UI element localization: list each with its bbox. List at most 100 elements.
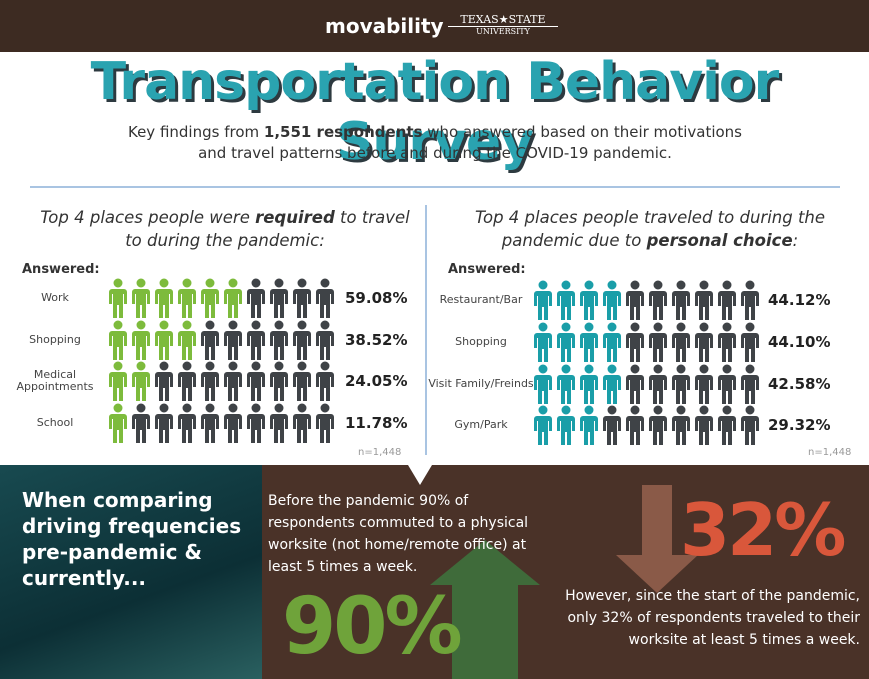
person-icon [178, 362, 196, 402]
row-label: Work [14, 286, 96, 310]
person-icon [718, 365, 736, 405]
row-label: School [14, 411, 96, 435]
person-icon [741, 365, 759, 405]
person-icon [109, 362, 127, 402]
person-icon [270, 279, 288, 319]
person-icon [316, 279, 334, 319]
person-icon [155, 279, 173, 319]
person-icon [293, 404, 311, 444]
row-label: Visit Family/Freinds [428, 372, 534, 396]
person-icon [672, 323, 690, 363]
person-icon [672, 281, 690, 321]
person-icon [293, 279, 311, 319]
person-icon [718, 281, 736, 321]
person-icon [270, 404, 288, 444]
person-icon [316, 362, 334, 402]
value-label: 38.52% [345, 331, 407, 349]
person-icon [741, 323, 759, 363]
person-icon [580, 365, 598, 405]
person-icon [695, 365, 713, 405]
person-icon [718, 406, 736, 446]
person-icon [603, 323, 621, 363]
person-icon [178, 404, 196, 444]
row-label: Gym/Park [428, 413, 534, 437]
person-icon [718, 323, 736, 363]
person-icon [603, 365, 621, 405]
person-icon [672, 406, 690, 446]
person-icon [603, 406, 621, 446]
person-icon [695, 281, 713, 321]
person-icon [178, 321, 196, 361]
value-label: 44.10% [768, 333, 830, 351]
person-icon [626, 406, 644, 446]
person-icon [132, 404, 150, 444]
person-icon [557, 406, 575, 446]
person-icon [534, 323, 552, 363]
person-icon [649, 365, 667, 405]
person-icon [224, 321, 242, 361]
person-icon [557, 323, 575, 363]
person-icon [201, 279, 219, 319]
person-icon [557, 365, 575, 405]
person-icon [155, 362, 173, 402]
person-icon [247, 321, 265, 361]
person-icon [293, 362, 311, 402]
person-icon [316, 321, 334, 361]
value-label: 29.32% [768, 416, 830, 434]
person-icon [224, 279, 242, 319]
person-icon [695, 323, 713, 363]
row-label: Shopping [14, 328, 96, 352]
row-label: Shopping [428, 330, 534, 354]
person-icon [534, 406, 552, 446]
person-icon [201, 321, 219, 361]
infographic: movability TEXAS★STATE UNIVERSITY Transp… [0, 0, 869, 679]
person-icon [293, 321, 311, 361]
person-icon [247, 362, 265, 402]
person-icon [270, 362, 288, 402]
value-label: 59.08% [345, 289, 407, 307]
person-icon [649, 281, 667, 321]
person-icon [316, 404, 334, 444]
before-text: Before the pandemic 90% of respondents c… [268, 490, 543, 578]
value-label: 11.78% [345, 414, 407, 432]
person-icon [649, 406, 667, 446]
row-label: Medical Appointments [14, 369, 96, 393]
person-icon [132, 321, 150, 361]
person-icon [270, 321, 288, 361]
person-icon [109, 279, 127, 319]
person-icon [580, 281, 598, 321]
person-icon [580, 406, 598, 446]
person-icon [534, 281, 552, 321]
person-icon [247, 279, 265, 319]
person-icon [224, 362, 242, 402]
person-icon [649, 323, 667, 363]
person-icon [672, 365, 690, 405]
value-label: 24.05% [345, 372, 407, 390]
person-icon [155, 404, 173, 444]
person-icon [626, 365, 644, 405]
person-icon [201, 404, 219, 444]
big-90: 90% [282, 582, 460, 672]
person-icon [626, 323, 644, 363]
after-text: However, since the start of the pandemic… [560, 585, 860, 651]
person-icon [224, 404, 242, 444]
big-32: 32% [680, 488, 843, 572]
value-label: 42.58% [768, 375, 830, 393]
person-icon [580, 323, 598, 363]
person-icon [178, 279, 196, 319]
person-icon [557, 281, 575, 321]
person-icon [695, 406, 713, 446]
person-icon [201, 362, 219, 402]
person-icon [132, 362, 150, 402]
person-icon [109, 321, 127, 361]
person-icon [132, 279, 150, 319]
person-icon [603, 281, 621, 321]
compare-text: When comparing driving frequencies pre-p… [22, 487, 252, 591]
notch [408, 465, 432, 485]
person-icon [155, 321, 173, 361]
person-icon [741, 406, 759, 446]
row-label: Restaurant/Bar [428, 288, 534, 312]
person-icon [741, 281, 759, 321]
person-icon [247, 404, 265, 444]
person-icon [109, 404, 127, 444]
